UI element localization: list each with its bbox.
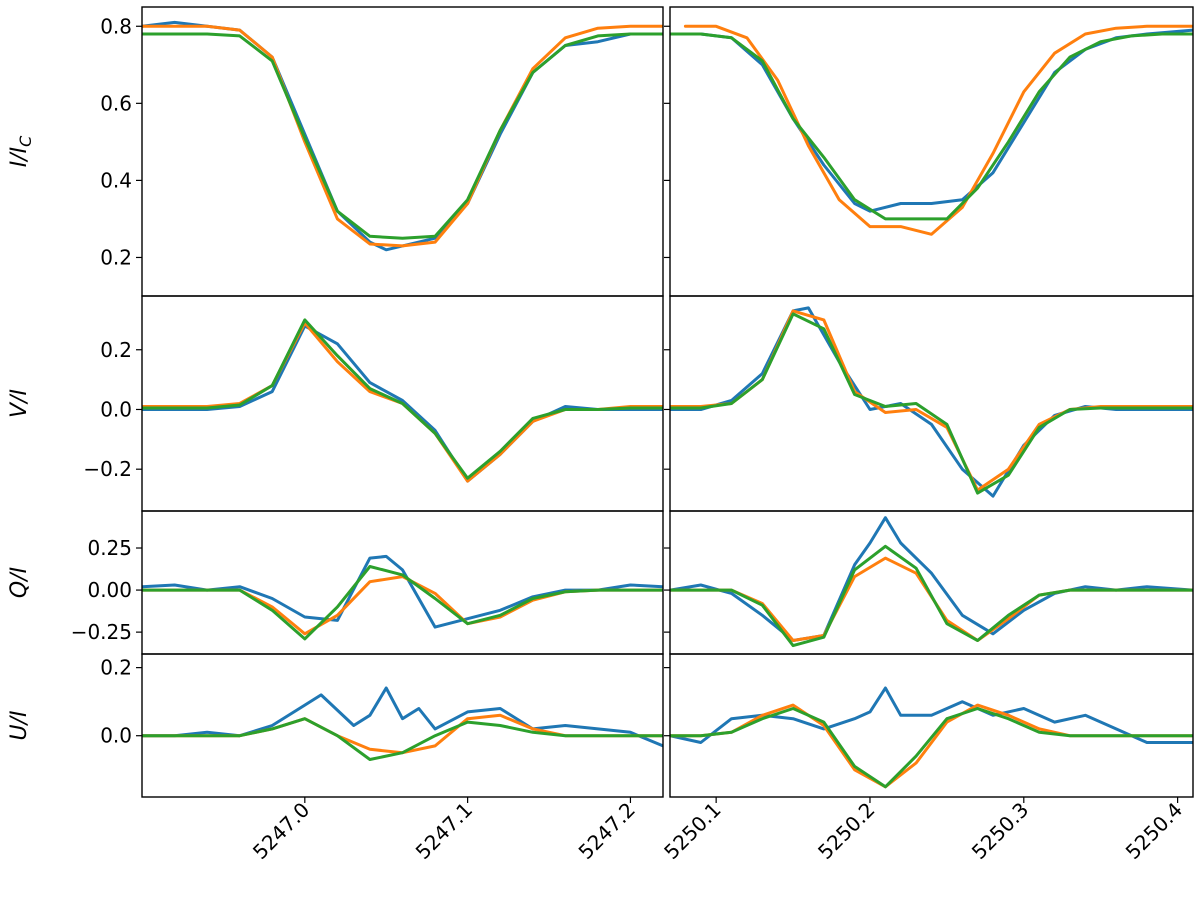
series-observed-line [670, 28, 1193, 213]
panel-stokes-u-col2 [670, 686, 1193, 789]
y-axis-label-stokes-u: U/I [7, 710, 32, 740]
panel-stokes-u-col1 [142, 686, 663, 761]
series-fit_a-line [142, 575, 663, 636]
y-axis-label-intensity: I/IC [7, 135, 35, 167]
series-fit_b-line [142, 32, 663, 240]
series-fit_a-line [683, 24, 1193, 236]
series-fit_b-line [670, 312, 1193, 495]
x-tick-label: 5247.2 [574, 798, 640, 864]
y-tick-label: 0.6 [100, 91, 132, 115]
axes-frame [669, 653, 1194, 798]
panel-stokes-v-col1 [142, 318, 663, 483]
y-axis-label-stokes-q: Q/I [7, 567, 32, 598]
series-fit_b-line [142, 565, 663, 641]
y-tick-label: 0.2 [100, 245, 132, 269]
series-observed-line [142, 686, 663, 748]
x-tick-label: 5250.3 [967, 798, 1033, 864]
series-fit_b-line [142, 318, 663, 480]
y-tick-label: 0.2 [100, 656, 132, 680]
series-fit_b-line [142, 717, 663, 761]
x-tick-label: 5250.1 [659, 798, 725, 864]
axes-frame [669, 510, 1194, 655]
panel-stokes-q-col1 [142, 554, 663, 641]
y-tick-label: 0.4 [100, 168, 132, 192]
y-tick-label: 0.2 [100, 338, 132, 362]
series-fit_b-line [670, 32, 1193, 221]
series-fit_a-line [670, 309, 1193, 492]
series-fit_a-line [142, 24, 663, 248]
series-fit_b-line [670, 707, 1193, 789]
y-tick-label: 0.0 [100, 397, 132, 421]
axes-frame [141, 510, 664, 655]
series-observed-line [670, 306, 1193, 498]
series-observed-line [142, 20, 663, 252]
axes-frame [669, 295, 1194, 512]
y-tick-label: 0.0 [100, 724, 132, 748]
series-observed-line [670, 516, 1193, 642]
x-tick-label: 5250.2 [813, 798, 879, 864]
series-fit_b-line [670, 544, 1193, 648]
x-tick-label: 5247.1 [411, 798, 477, 864]
x-tick-label: 5247.0 [248, 798, 314, 864]
axes-frame [141, 6, 664, 297]
y-axis-label-stokes-v: V/I [7, 389, 32, 418]
axes-frame [141, 653, 664, 798]
y-tick-label: 0.25 [87, 536, 132, 560]
panel-stokes-q-col2 [670, 516, 1193, 648]
y-tick-label: 0.00 [87, 578, 132, 602]
panel-stokes-v-col2 [670, 306, 1193, 498]
panel-intensity-col2 [670, 24, 1193, 236]
y-tick-label: 0.8 [100, 14, 132, 38]
x-tick-label: 5250.4 [1121, 798, 1187, 864]
panel-intensity-col1 [142, 20, 663, 252]
y-tick-label: −0.2 [83, 457, 132, 481]
y-tick-label: −0.25 [71, 620, 132, 644]
